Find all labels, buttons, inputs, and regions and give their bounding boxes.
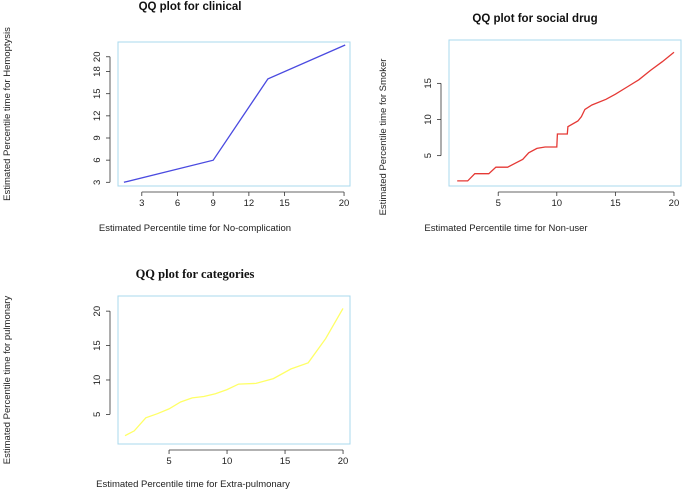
y-tick-label: 20 bbox=[92, 306, 103, 317]
x-tick-label: 5 bbox=[166, 456, 171, 467]
x-tick-label: 20 bbox=[338, 456, 349, 467]
chart-title-clinical: QQ plot for clinical bbox=[139, 1, 242, 13]
y-tick-label: 15 bbox=[92, 88, 103, 99]
chart-title-categories: QQ plot for categories bbox=[136, 267, 255, 281]
x-tick-label: 20 bbox=[669, 198, 680, 209]
ticks-clinical: 3 6 9 12 15 20 3 6 9 12 15 18 20 bbox=[92, 51, 349, 209]
panel-clinical: QQ plot for clinical Estimated Percentil… bbox=[2, 1, 351, 234]
y-axis-label-categories: Estimated Percentile time for pulmonary bbox=[2, 296, 13, 465]
y-tick-label: 5 bbox=[92, 412, 103, 417]
x-tick-label: 20 bbox=[339, 198, 350, 209]
x-tick-label: 12 bbox=[244, 198, 255, 209]
y-tick-label: 10 bbox=[92, 375, 103, 386]
ticks-categories: 5 10 15 20 5 10 15 20 bbox=[92, 306, 348, 467]
x-tick-label: 5 bbox=[496, 198, 501, 209]
plot-frame-social-drug bbox=[448, 39, 682, 187]
x-axis-label-social-drug: Estimated Percentile time for Non-user bbox=[424, 223, 587, 234]
x-tick-label: 15 bbox=[280, 456, 291, 467]
y-tick-label: 9 bbox=[92, 135, 103, 140]
x-axis-label-clinical: Estimated Percentile time for No-complic… bbox=[99, 223, 291, 234]
panel-social-drug: QQ plot for social drug Estimated Percen… bbox=[378, 13, 682, 234]
series-line-clinical bbox=[123, 44, 346, 183]
x-tick-label: 3 bbox=[139, 198, 144, 209]
y-tick-label: 18 bbox=[92, 66, 103, 77]
chart-title-social-drug: QQ plot for social drug bbox=[472, 13, 597, 25]
x-tick-label: 10 bbox=[222, 456, 233, 467]
x-tick-label: 10 bbox=[552, 198, 563, 209]
series-line-social-drug bbox=[457, 51, 675, 182]
x-tick-label: 9 bbox=[211, 198, 216, 209]
y-tick-label: 20 bbox=[92, 51, 103, 62]
y-tick-label: 15 bbox=[92, 340, 103, 351]
y-tick-label: 10 bbox=[423, 114, 434, 125]
y-axis-label-social-drug: Estimated Percentile time for Smoker bbox=[378, 59, 389, 216]
y-axis-label-clinical: Estimated Percentile time for Hemoptysis bbox=[2, 27, 13, 201]
y-tick-label: 15 bbox=[423, 78, 434, 89]
y-tick-label: 6 bbox=[92, 158, 103, 163]
x-tick-label: 15 bbox=[610, 198, 621, 209]
y-tick-label: 5 bbox=[423, 153, 434, 158]
x-tick-label: 6 bbox=[175, 198, 180, 209]
plot-frame-clinical bbox=[117, 41, 351, 187]
panel-categories: QQ plot for categories Estimated Percent… bbox=[2, 267, 351, 490]
x-axis-label-categories: Estimated Percentile time for Extra-pulm… bbox=[96, 479, 290, 490]
ticks-social-drug: 5 10 15 20 5 10 15 bbox=[423, 78, 679, 209]
plot-frame-categories bbox=[117, 295, 351, 445]
series-line-categories bbox=[124, 308, 344, 437]
y-tick-label: 3 bbox=[92, 180, 103, 185]
y-tick-label: 12 bbox=[92, 111, 103, 122]
x-tick-label: 15 bbox=[279, 198, 290, 209]
